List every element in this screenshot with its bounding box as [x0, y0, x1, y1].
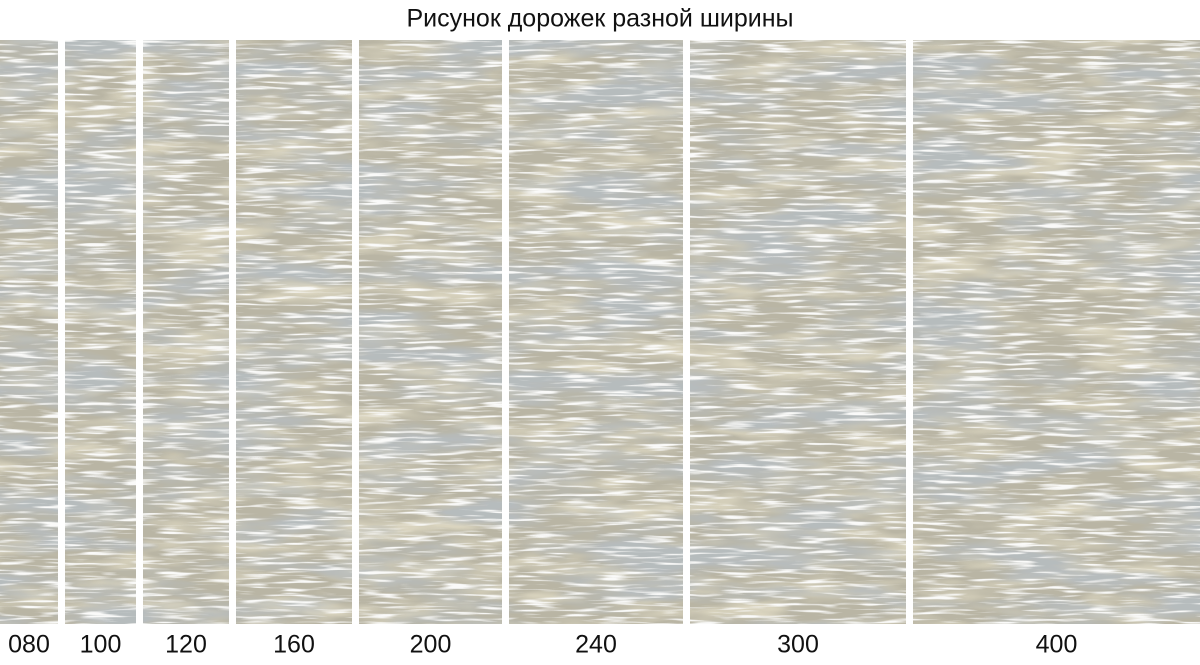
- runner: [690, 40, 906, 624]
- runner-streaks: [359, 40, 502, 624]
- runner: [0, 40, 58, 624]
- runner-label: 300: [777, 631, 819, 659]
- runner: [65, 40, 136, 624]
- runner-label: 240: [575, 631, 617, 659]
- runner-label: 100: [80, 631, 122, 659]
- runner-label: 400: [1036, 631, 1078, 659]
- runner: [359, 40, 502, 624]
- runner-streaks: [236, 40, 352, 624]
- runner: [509, 40, 683, 624]
- runner-streaks: [913, 40, 1200, 624]
- runner-streaks: [143, 40, 229, 624]
- runner-label: 120: [165, 631, 207, 659]
- runner-streaks: [509, 40, 683, 624]
- runner: [913, 40, 1200, 624]
- runner-streaks: [0, 40, 58, 624]
- runner-label: 160: [273, 631, 315, 659]
- runner-label: 200: [410, 631, 452, 659]
- runner: [143, 40, 229, 624]
- runner-label: 080: [8, 631, 50, 659]
- runner-streaks: [65, 40, 136, 624]
- runner: [236, 40, 352, 624]
- title: Рисунок дорожек разной ширины: [406, 5, 793, 33]
- runner-streaks: [690, 40, 906, 624]
